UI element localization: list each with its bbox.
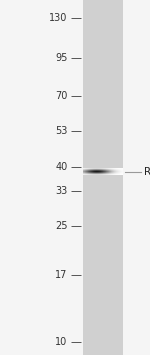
Text: RAD9: RAD9 [144,166,150,176]
Bar [82,0,123,355]
Text: 33: 33 [55,186,68,196]
Text: 130: 130 [49,13,68,23]
Text: 70: 70 [55,91,68,101]
Text: 95: 95 [55,53,68,62]
Text: 10: 10 [55,337,68,347]
Text: 25: 25 [55,221,68,231]
Text: 40: 40 [55,162,68,172]
Text: 53: 53 [55,126,68,136]
Text: 17: 17 [55,270,68,280]
